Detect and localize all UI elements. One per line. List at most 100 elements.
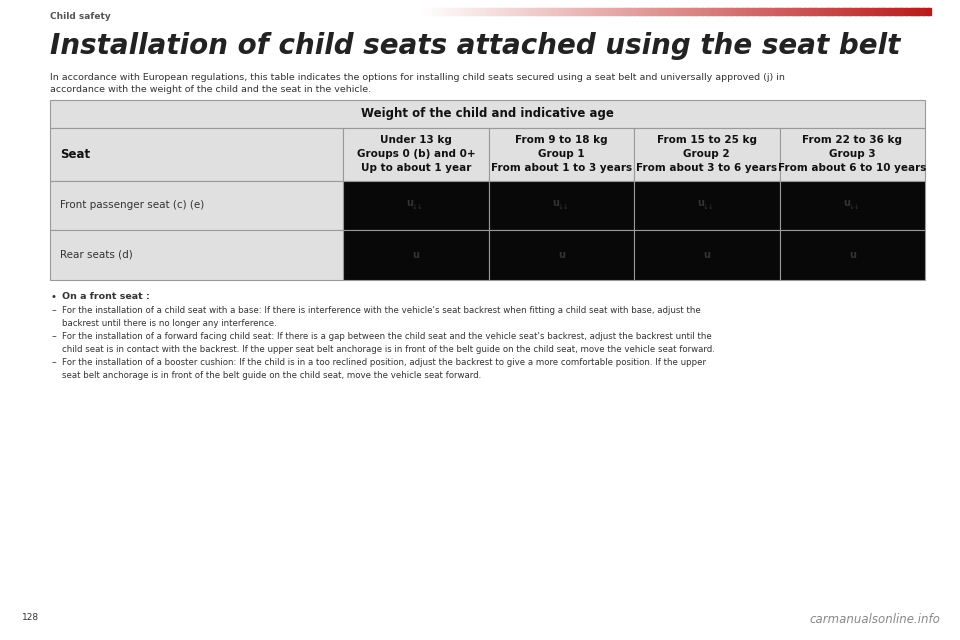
Bar: [920, 8, 922, 15]
Bar: [741, 8, 743, 15]
Bar: [682, 8, 684, 15]
Bar: [518, 8, 521, 15]
Bar: [483, 8, 485, 15]
Bar: [860, 8, 862, 15]
Bar: [50, 100, 925, 128]
Bar: [805, 8, 808, 15]
Bar: [804, 8, 806, 15]
Bar: [807, 8, 810, 15]
Bar: [561, 8, 564, 15]
Bar: [776, 8, 778, 15]
Text: Child safety: Child safety: [50, 12, 110, 21]
Bar: [629, 8, 632, 15]
Bar: [469, 8, 471, 15]
Bar: [756, 8, 758, 15]
Bar: [900, 8, 901, 15]
Text: ↓↓: ↓↓: [412, 204, 423, 211]
Bar: [648, 8, 650, 15]
Bar: [918, 8, 921, 15]
Bar: [910, 8, 912, 15]
Bar: [644, 8, 647, 15]
Bar: [563, 8, 565, 15]
Bar: [829, 8, 832, 15]
Bar: [585, 8, 588, 15]
Bar: [818, 8, 820, 15]
Bar: [893, 8, 895, 15]
Bar: [633, 8, 635, 15]
Bar: [568, 8, 570, 15]
Bar: [432, 8, 434, 15]
Bar: [780, 230, 925, 280]
Bar: [556, 8, 558, 15]
Text: Rear seats (d): Rear seats (d): [60, 250, 132, 260]
Bar: [772, 8, 774, 15]
Bar: [604, 8, 606, 15]
Bar: [516, 8, 519, 15]
Bar: [478, 8, 480, 15]
Bar: [600, 8, 603, 15]
Bar: [747, 8, 749, 15]
Bar: [443, 8, 444, 15]
Bar: [487, 8, 489, 15]
Bar: [906, 8, 908, 15]
Bar: [474, 8, 476, 15]
Bar: [694, 8, 696, 15]
Bar: [509, 8, 511, 15]
Bar: [728, 8, 730, 15]
Bar: [626, 8, 628, 15]
Bar: [782, 8, 784, 15]
Bar: [719, 8, 721, 15]
Bar: [343, 230, 489, 280]
Bar: [913, 8, 915, 15]
Text: –: –: [52, 332, 57, 341]
Bar: [587, 8, 588, 15]
Bar: [522, 8, 524, 15]
Bar: [922, 8, 924, 15]
Bar: [769, 8, 771, 15]
Bar: [472, 8, 475, 15]
Bar: [765, 8, 767, 15]
Text: ↓↓: ↓↓: [849, 204, 860, 211]
Bar: [915, 8, 917, 15]
Bar: [783, 8, 786, 15]
Bar: [704, 8, 707, 15]
Bar: [542, 8, 544, 15]
Bar: [855, 8, 857, 15]
Text: Seat: Seat: [60, 148, 90, 161]
Text: On a front seat :: On a front seat :: [62, 292, 150, 301]
Bar: [588, 8, 590, 15]
Bar: [540, 8, 543, 15]
Bar: [666, 8, 669, 15]
Bar: [692, 8, 694, 15]
Bar: [558, 8, 560, 15]
Bar: [466, 8, 468, 15]
Bar: [882, 8, 884, 15]
Bar: [902, 8, 905, 15]
Bar: [546, 8, 548, 15]
Bar: [454, 8, 456, 15]
Bar: [688, 8, 691, 15]
Bar: [525, 8, 528, 15]
Bar: [425, 8, 427, 15]
Bar: [877, 8, 879, 15]
Bar: [777, 8, 780, 15]
Bar: [745, 8, 747, 15]
Bar: [658, 8, 660, 15]
Bar: [613, 8, 616, 15]
Bar: [534, 8, 536, 15]
Bar: [847, 8, 849, 15]
Text: u: u: [704, 250, 710, 260]
Bar: [858, 8, 861, 15]
Bar: [560, 8, 562, 15]
Bar: [494, 8, 497, 15]
Bar: [655, 8, 657, 15]
Bar: [748, 8, 751, 15]
Bar: [507, 8, 509, 15]
Bar: [476, 8, 478, 15]
Bar: [710, 8, 713, 15]
Bar: [723, 8, 725, 15]
Bar: [752, 8, 754, 15]
Bar: [811, 8, 813, 15]
Bar: [457, 8, 460, 15]
Bar: [578, 8, 580, 15]
